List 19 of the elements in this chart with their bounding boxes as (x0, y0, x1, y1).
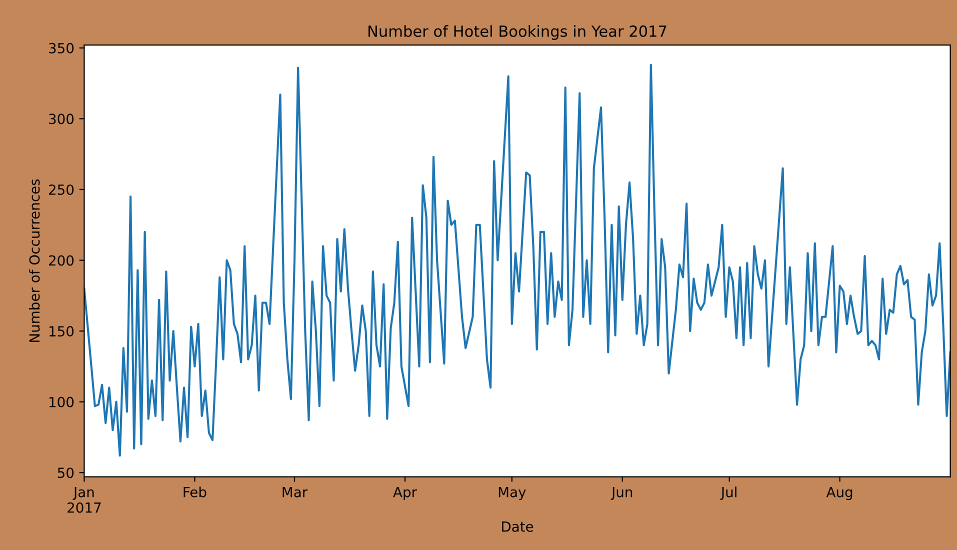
x-tick-label: Aug (826, 487, 852, 500)
line-series (84, 64, 950, 457)
x-tick-label: May (498, 487, 526, 500)
y-tick-label: 350 (49, 42, 74, 54)
y-tick-label: 150 (50, 326, 74, 337)
x-tick-label: Jan 2017 (68, 487, 101, 513)
x-tick-label: Feb (184, 486, 206, 498)
x-tick-label: Mar (282, 487, 308, 498)
y-tick-label: 200 (49, 255, 74, 266)
x-tick-label: Jun (610, 487, 632, 500)
y-tick-label: 100 (50, 396, 74, 408)
y-tick-label: 50 (58, 468, 74, 478)
chart-title: Number of Hotel Bookings in Year 2017 (368, 25, 666, 40)
x-tick-label: Apr (393, 487, 417, 500)
x-axis-title: Date (502, 522, 534, 532)
y-tick-label: 300 (49, 114, 74, 124)
x-tick-label: Jul (720, 486, 736, 500)
y-tick-label: 250 (49, 184, 74, 195)
y-axis-title: Number of Occurrences (28, 179, 40, 342)
